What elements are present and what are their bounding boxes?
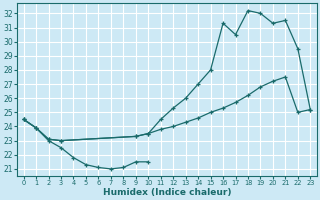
X-axis label: Humidex (Indice chaleur): Humidex (Indice chaleur) [103, 188, 231, 197]
